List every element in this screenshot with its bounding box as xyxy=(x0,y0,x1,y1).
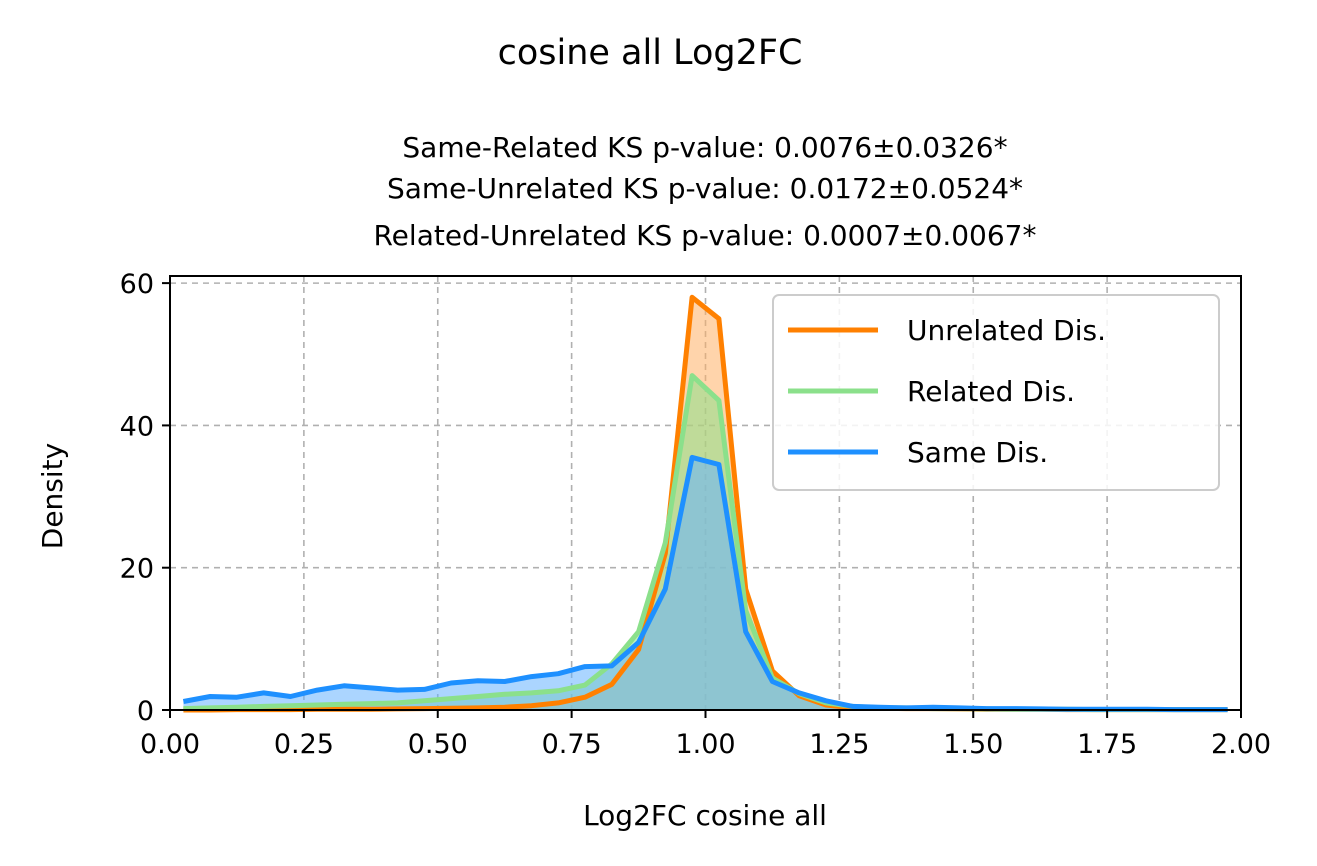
axis-ticks: 0.00 0.25 0.50 0.75 1.00 1.25 1.50 1.75 2.00 0 20 4… xyxy=(120,269,1271,760)
y-tick-label-3: 60 xyxy=(120,269,154,300)
x-tick-label-1: 0.25 xyxy=(274,729,334,760)
y-axis-label: Density xyxy=(36,443,69,549)
x-tick-label-4: 1.00 xyxy=(675,729,735,760)
legend: Unrelated Dis. Related Dis. Same Dis. xyxy=(772,294,1220,491)
x-tick-label-5: 1.25 xyxy=(809,729,869,760)
density-areas xyxy=(183,297,1228,710)
y-tick-label-1: 20 xyxy=(120,554,154,585)
density-area-same-dis xyxy=(183,457,1228,710)
legend-label-unrelated: Unrelated Dis. xyxy=(907,314,1106,347)
y-tick-label-0: 0 xyxy=(137,696,154,727)
ks-pvalue-same-unrelated: Same-Unrelated KS p-value: 0.0172±0.0524… xyxy=(387,172,1023,205)
legend-label-related: Related Dis. xyxy=(907,375,1075,408)
y-tick-label-2: 40 xyxy=(120,411,154,442)
x-tick-label-8: 2.00 xyxy=(1211,729,1271,760)
x-tick-label-3: 0.75 xyxy=(542,729,602,760)
ks-pvalue-same-related: Same-Related KS p-value: 0.0076±0.0326* xyxy=(402,131,1007,164)
figure-suptitle: cosine all Log2FC xyxy=(498,33,803,73)
legend-label-same: Same Dis. xyxy=(907,436,1048,469)
x-axis-label: Log2FC cosine all xyxy=(583,799,827,832)
x-tick-label-2: 0.50 xyxy=(408,729,468,760)
x-tick-label-6: 1.50 xyxy=(943,729,1003,760)
ks-pvalue-related-unrelated: Related-Unrelated KS p-value: 0.0007±0.0… xyxy=(373,219,1036,252)
x-tick-label-0: 0.00 xyxy=(140,729,200,760)
legend-frame xyxy=(772,294,1220,491)
x-tick-label-7: 1.75 xyxy=(1077,729,1137,760)
